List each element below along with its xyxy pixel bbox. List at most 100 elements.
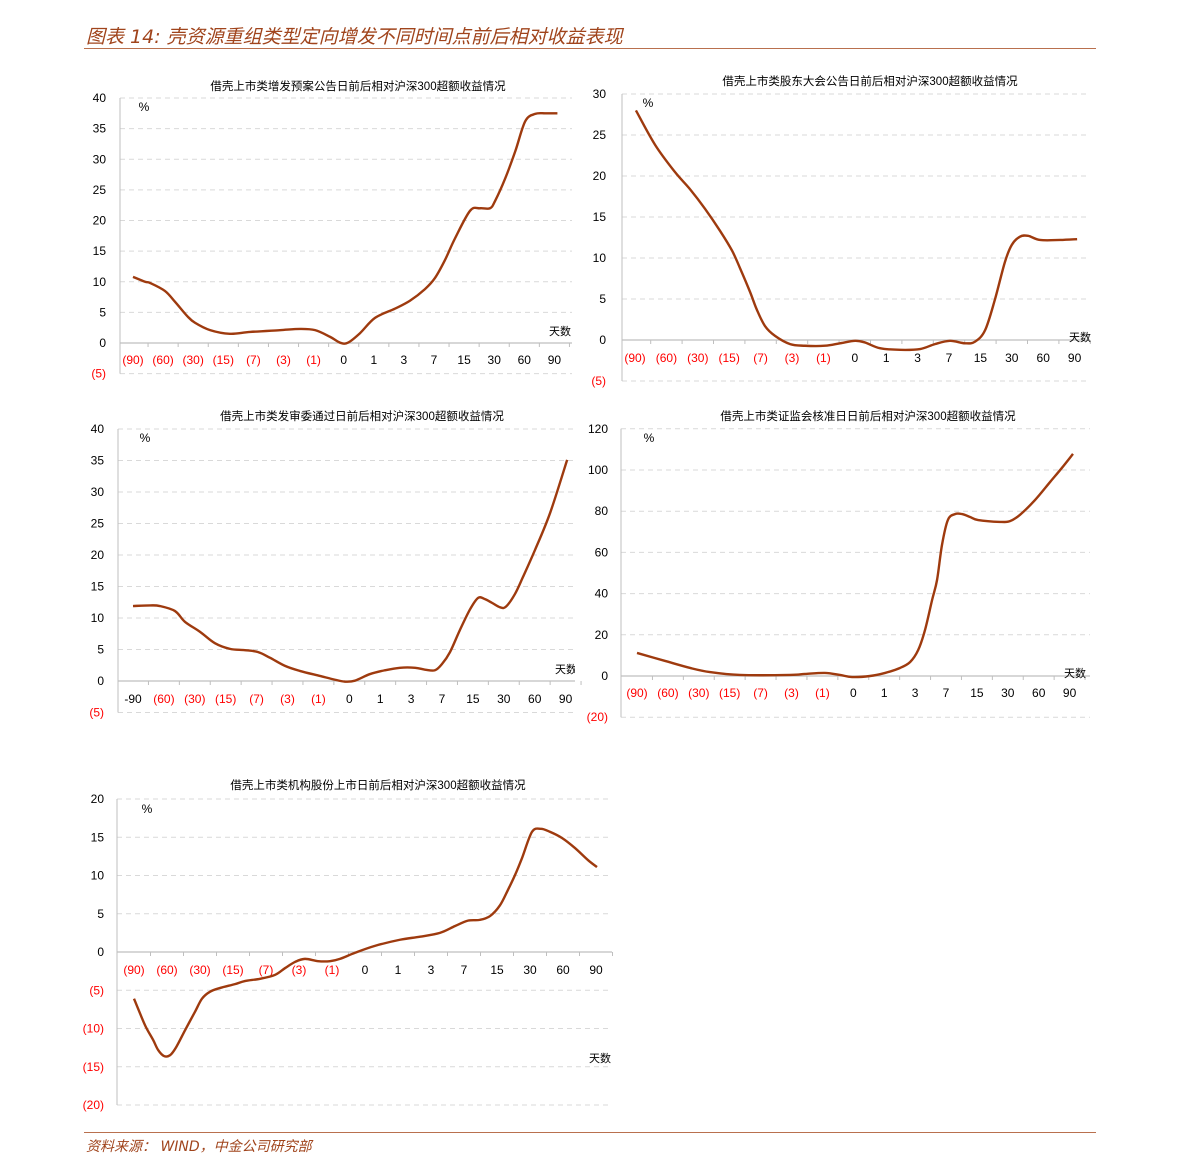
y-tick-label: 10	[91, 611, 105, 625]
x-tick-label: (90)	[624, 351, 645, 365]
series-line	[132, 459, 569, 683]
y-tick-label: 40	[595, 587, 609, 601]
y-unit-label: %	[643, 96, 654, 110]
y-tick-label: 25	[91, 517, 105, 531]
x-tick-label: (30)	[687, 351, 708, 365]
x-tick-label: 3	[914, 351, 921, 365]
x-tick-label: 60	[556, 963, 570, 977]
source-note: 资料来源： WIND，中金公司研究部	[86, 1139, 312, 1155]
x-tick-label: (90)	[626, 686, 647, 700]
x-tick-label: 90	[559, 692, 573, 706]
x-tick-label: 3	[401, 353, 408, 367]
y-unit-label: %	[139, 100, 150, 114]
y-tick-label: 0	[97, 674, 104, 688]
x-tick-label: (60)	[156, 963, 177, 977]
x-tick-label: 30	[488, 353, 502, 367]
x-tick-label: 30	[1001, 686, 1015, 700]
x-unit-label: 天数	[589, 1052, 611, 1065]
y-tick-label: 0	[601, 669, 608, 683]
x-tick-label: 3	[912, 686, 919, 700]
x-tick-label: 0	[340, 353, 347, 367]
x-tick-label: (7)	[249, 692, 264, 706]
x-unit-label: 天数	[549, 325, 571, 338]
y-tick-label: 60	[595, 545, 609, 559]
y-tick-label: 0	[97, 945, 104, 959]
x-tick-label: (7)	[246, 353, 261, 367]
y-tick-label: (5)	[591, 374, 606, 388]
y-tick-label: (5)	[91, 367, 106, 381]
x-tick-label: (30)	[688, 686, 709, 700]
x-tick-label: (3)	[785, 351, 800, 365]
x-tick-label: 90	[589, 963, 603, 977]
y-tick-label: 20	[93, 214, 107, 228]
x-tick-label: (60)	[153, 692, 174, 706]
y-tick-label: 0	[599, 333, 606, 347]
x-tick-label: 60	[518, 353, 532, 367]
y-tick-label: 120	[588, 422, 608, 436]
x-tick-label: 3	[408, 692, 415, 706]
header-rule	[84, 48, 1096, 49]
series-line	[634, 109, 1078, 352]
x-tick-label: 15	[457, 353, 471, 367]
x-tick-label: (1)	[325, 963, 340, 977]
x-tick-label: 1	[370, 353, 377, 367]
series-line	[132, 111, 558, 345]
y-tick-label: 30	[93, 152, 107, 166]
x-tick-label: (15)	[222, 963, 243, 977]
x-tick-label: 0	[851, 351, 858, 365]
x-tick-label: (30)	[189, 963, 210, 977]
y-tick-label: 20	[91, 792, 105, 806]
x-tick-label: (60)	[656, 351, 677, 365]
x-tick-label: (90)	[123, 963, 144, 977]
chart-title: 借壳上市类增发预案公告日前后相对沪深300超额收益情况	[210, 79, 506, 93]
x-tick-label: 7	[943, 686, 950, 700]
chart-title: 借壳上市类股东大会公告日前后相对沪深300超额收益情况	[722, 74, 1018, 88]
x-tick-label: (60)	[657, 686, 678, 700]
x-tick-label: 30	[523, 963, 537, 977]
x-tick-label: (15)	[213, 353, 234, 367]
x-tick-label: 7	[439, 692, 446, 706]
x-tick-label: (1)	[816, 351, 831, 365]
x-tick-label: 3	[428, 963, 435, 977]
x-tick-label: 1	[377, 692, 384, 706]
y-tick-label: 40	[93, 91, 107, 105]
x-tick-label: (1)	[311, 692, 326, 706]
y-tick-label: 0	[99, 336, 106, 350]
y-tick-label: 15	[91, 580, 105, 594]
x-tick-label: (3)	[784, 686, 799, 700]
x-tick-label: 90	[1068, 351, 1082, 365]
x-tick-label: 60	[1037, 351, 1051, 365]
series-line	[132, 827, 598, 1058]
x-tick-label: 15	[466, 692, 480, 706]
x-tick-label: 60	[528, 692, 542, 706]
x-tick-label: (30)	[184, 692, 205, 706]
y-tick-label: 20	[91, 548, 105, 562]
x-tick-label: 1	[881, 686, 888, 700]
x-tick-label: 0	[346, 692, 353, 706]
x-tick-label: (15)	[215, 692, 236, 706]
x-tick-label: (60)	[152, 353, 173, 367]
y-tick-label: 25	[93, 183, 107, 197]
y-tick-label: (15)	[83, 1060, 104, 1074]
y-unit-label: %	[140, 431, 151, 445]
y-tick-label: 5	[97, 643, 104, 657]
x-tick-label: (7)	[753, 686, 768, 700]
x-tick-label: (15)	[719, 686, 740, 700]
x-tick-label: 30	[497, 692, 511, 706]
x-tick-label: (15)	[719, 351, 740, 365]
x-tick-label: 0	[362, 963, 369, 977]
y-tick-label: 15	[91, 830, 105, 844]
x-tick-label: (7)	[753, 351, 768, 365]
x-tick-label: 1	[395, 963, 402, 977]
y-tick-label: (10)	[83, 1022, 104, 1036]
x-tick-label: 7	[431, 353, 438, 367]
x-tick-label: 0	[850, 686, 857, 700]
y-tick-label: (5)	[89, 983, 104, 997]
x-tick-label: 7	[946, 351, 953, 365]
x-tick-label: 15	[970, 686, 984, 700]
y-tick-label: 10	[593, 251, 607, 265]
y-unit-label: %	[644, 431, 655, 445]
